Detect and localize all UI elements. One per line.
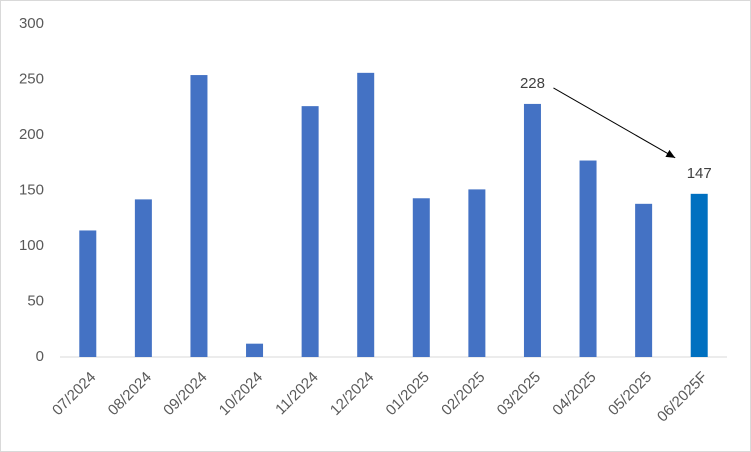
annotation-arrow — [553, 87, 676, 159]
data-label: 147 — [687, 165, 712, 182]
y-tick-label: 0 — [36, 348, 44, 365]
bar — [690, 193, 708, 357]
data-label: 228 — [520, 75, 545, 92]
bar — [301, 106, 319, 357]
bar — [246, 343, 264, 357]
bar — [635, 203, 653, 357]
bar — [79, 230, 97, 357]
bar — [134, 199, 152, 357]
y-tick-label: 250 — [19, 70, 44, 87]
bar — [523, 103, 541, 357]
bar — [579, 160, 597, 357]
y-tick-label: 50 — [27, 292, 44, 309]
bar — [468, 189, 486, 357]
y-tick-label: 150 — [19, 181, 44, 198]
bar — [412, 198, 430, 357]
bar — [357, 72, 375, 357]
y-tick-label: 100 — [19, 237, 44, 254]
y-tick-label: 200 — [19, 126, 44, 143]
bar — [190, 75, 208, 357]
y-tick-label: 300 — [19, 15, 44, 32]
